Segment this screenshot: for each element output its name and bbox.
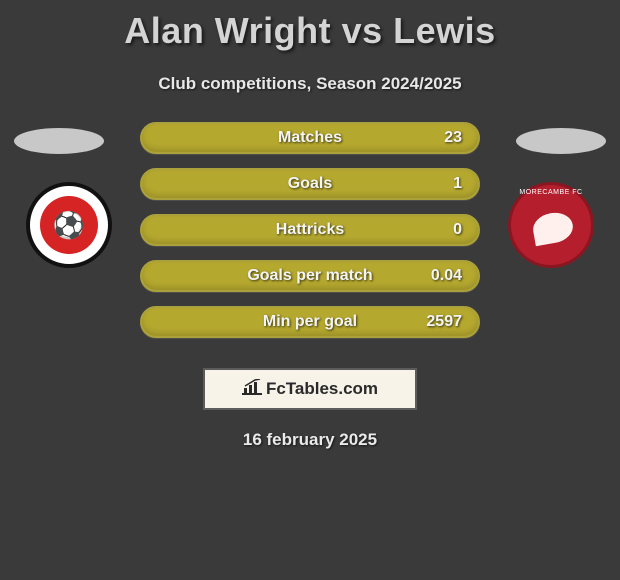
stat-value: 1 — [453, 175, 462, 193]
comparison-panel: ⚽ MORECAMBE FC Matches 23 Goals 1 Hattri… — [0, 122, 620, 362]
stat-bar-goals-per-match: Goals per match 0.04 — [140, 260, 480, 292]
stat-label: Goals — [288, 175, 332, 193]
subtitle: Club competitions, Season 2024/2025 — [0, 74, 620, 94]
page-title: Alan Wright vs Lewis — [0, 0, 620, 52]
stat-label: Hattricks — [276, 221, 344, 239]
chart-icon — [242, 379, 262, 400]
stat-bar-goals: Goals 1 — [140, 168, 480, 200]
stat-value: 23 — [444, 129, 462, 147]
club-badge-left-icon: ⚽ — [40, 196, 98, 254]
photo-placeholder-left — [14, 128, 104, 154]
stats-bars: Matches 23 Goals 1 Hattricks 0 Goals per… — [140, 122, 480, 352]
stat-value: 0 — [453, 221, 462, 239]
stat-value: 0.04 — [431, 267, 462, 285]
club-badge-left: ⚽ — [26, 182, 112, 268]
stat-label: Min per goal — [263, 313, 357, 331]
stat-bar-min-per-goal: Min per goal 2597 — [140, 306, 480, 338]
brand-text: FcTables.com — [266, 379, 378, 399]
stat-label: Matches — [278, 129, 342, 147]
club-badge-right: MORECAMBE FC — [508, 182, 594, 268]
stat-value: 2597 — [426, 313, 462, 331]
brand-box[interactable]: FcTables.com — [203, 368, 417, 410]
photo-placeholder-right — [516, 128, 606, 154]
stat-bar-matches: Matches 23 — [140, 122, 480, 154]
stat-label: Goals per match — [247, 267, 372, 285]
club-badge-right-icon — [531, 210, 576, 246]
date-label: 16 february 2025 — [0, 430, 620, 450]
club-badge-right-text: MORECAMBE FC — [511, 189, 591, 196]
stat-bar-hattricks: Hattricks 0 — [140, 214, 480, 246]
